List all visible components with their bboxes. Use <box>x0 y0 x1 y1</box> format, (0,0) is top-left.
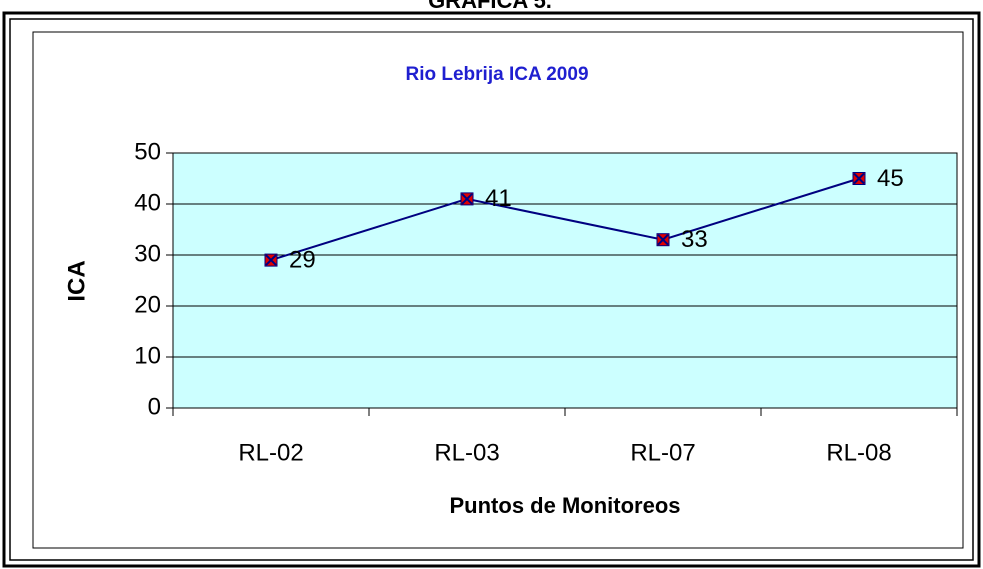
y-tick-label: 0 <box>148 393 161 420</box>
x-tick-label: RL-08 <box>826 439 891 466</box>
chart-title: Rio Lebrija ICA 2009 <box>405 64 588 85</box>
marker-cross <box>657 233 669 246</box>
y-tick-label: 10 <box>134 342 161 369</box>
marker-cross <box>265 254 277 266</box>
marker-cross <box>461 193 473 205</box>
plot-area <box>172 152 958 409</box>
data-label: 45 <box>877 165 904 192</box>
y-axis-label: ICA <box>63 260 90 301</box>
x-tick-label: RL-03 <box>434 439 499 466</box>
marker-cross <box>853 172 865 185</box>
y-tick-label: 20 <box>134 291 161 318</box>
y-tick-label: 30 <box>134 240 161 267</box>
inner-border <box>9 18 974 561</box>
outer-border <box>2 11 981 568</box>
x-tick-label: RL-07 <box>630 439 695 466</box>
data-label: 29 <box>289 246 316 273</box>
x-axis-label: Puntos de Monitoreos <box>450 493 681 518</box>
data-label: 41 <box>485 185 512 212</box>
series-line <box>270 177 860 262</box>
data-label: 33 <box>681 226 708 253</box>
y-tick-label: 40 <box>134 189 161 216</box>
x-tick-label: RL-02 <box>238 439 303 466</box>
heading: GRAFICA 5. <box>428 0 552 13</box>
y-tick-label: 50 <box>134 138 161 165</box>
